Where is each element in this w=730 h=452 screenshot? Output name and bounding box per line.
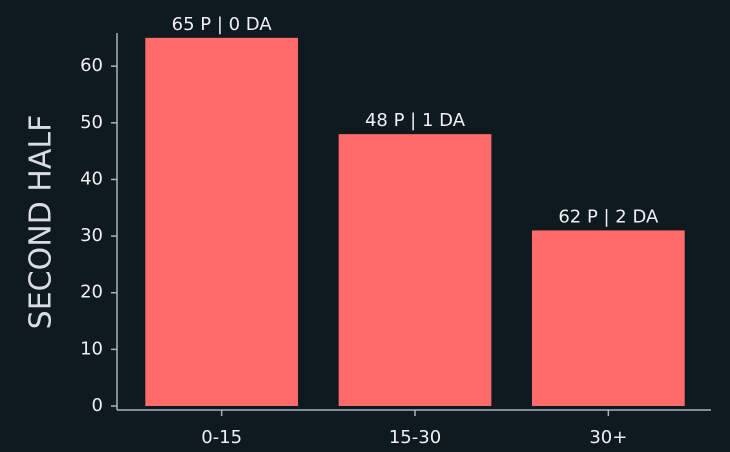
y-tick-label: 0 <box>92 395 103 416</box>
bar <box>145 37 299 406</box>
bar-annotation: 65 P | 0 DA <box>172 14 273 35</box>
y-tick-label: 30 <box>80 225 103 246</box>
y-tick-label: 50 <box>80 112 103 133</box>
x-tick-label: 15-30 <box>389 427 441 448</box>
y-tick-label: 10 <box>80 338 103 359</box>
x-tick-label: 0-15 <box>201 427 242 448</box>
y-axis-label: SECOND HALF <box>24 115 59 330</box>
bar-annotation: 48 P | 1 DA <box>365 110 466 131</box>
y-tick-label: 20 <box>80 282 103 303</box>
x-tick-label: 30+ <box>589 427 627 448</box>
y-tick-label: 60 <box>80 55 103 76</box>
bar <box>338 134 492 406</box>
y-tick-label: 40 <box>80 168 103 189</box>
bar <box>531 230 685 406</box>
bar-annotation: 62 P | 2 DA <box>558 206 659 227</box>
